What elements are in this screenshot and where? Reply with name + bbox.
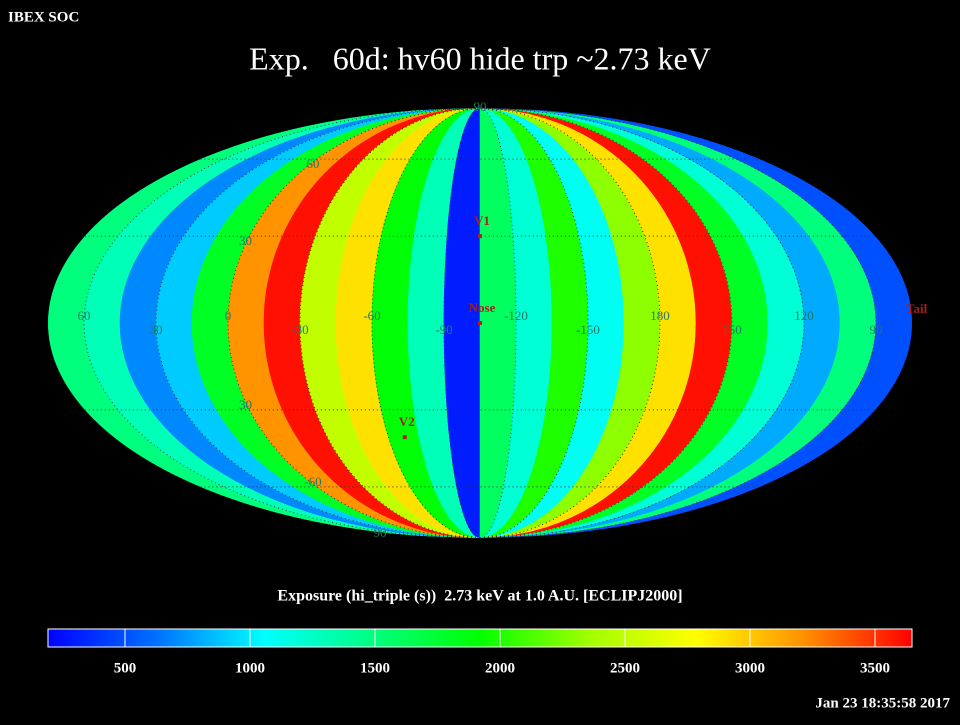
marker-dot xyxy=(478,234,482,239)
marker-dot xyxy=(478,321,482,325)
map xyxy=(48,108,912,538)
latitude-label: 30 xyxy=(239,233,252,248)
longitude-label: -30 xyxy=(291,322,308,337)
colorbar-tick-label: 1000 xyxy=(235,660,265,676)
longitude-line xyxy=(479,107,733,539)
colorbar-tick-label: 2500 xyxy=(610,660,640,676)
timestamp: Jan 23 18:35:58 2017 xyxy=(815,695,950,711)
colorbar-tick-label: 3000 xyxy=(735,660,765,676)
graticule xyxy=(83,107,877,539)
map-labels: 90 60 30 30 -60 90 60 30 0 -30 -60 -90 -120 -150 180 15… xyxy=(78,99,928,540)
latitude-label: 90 xyxy=(374,525,387,540)
longitude-label: -60 xyxy=(363,308,380,323)
latitude-label: -60 xyxy=(304,474,321,489)
colorbar-tick-label: 3500 xyxy=(860,660,890,676)
longitude-label: 90 xyxy=(870,322,883,337)
longitude-label: 60 xyxy=(78,308,91,323)
longitude-label: -120 xyxy=(504,308,528,323)
colorbar-label: Exposure (hi_triple (s)) 2.73 keV at 1.0… xyxy=(277,588,682,605)
marker-dot xyxy=(402,435,407,440)
marker-label: V1 xyxy=(474,213,490,228)
chart-title: Exp. 60d: hv60 hide trp ~2.73 keV xyxy=(249,40,711,76)
longitude-line xyxy=(227,107,481,539)
longitude-label: -150 xyxy=(576,322,600,337)
longitude-label: 30 xyxy=(150,322,163,337)
longitude-line xyxy=(479,107,589,539)
latitude-label: 90 xyxy=(474,99,487,114)
app-label: IBEX SOC xyxy=(8,9,79,25)
longitude-label: 0 xyxy=(225,308,232,323)
longitude-label: 120 xyxy=(794,308,814,323)
colorbar-tick-label: 1500 xyxy=(360,660,390,676)
longitude-label: 180 xyxy=(650,308,670,323)
colorbar-tick-label: 500 xyxy=(114,660,137,676)
marker-label: V2 xyxy=(399,414,415,429)
colorbar-ticks: 500 1000 1500 2000 2500 3000 3500 xyxy=(114,629,890,676)
latitude-label: 60 xyxy=(306,156,319,171)
marker-label: Tail xyxy=(906,301,928,316)
longitude-label: 150 xyxy=(722,322,742,337)
marker-label: Nose xyxy=(469,300,496,315)
longitude-line xyxy=(371,107,481,539)
colorbar xyxy=(47,628,913,648)
longitude-label: -90 xyxy=(435,322,452,337)
colorbar-tick-label: 2000 xyxy=(485,660,515,676)
latitude-label: 30 xyxy=(239,397,252,412)
